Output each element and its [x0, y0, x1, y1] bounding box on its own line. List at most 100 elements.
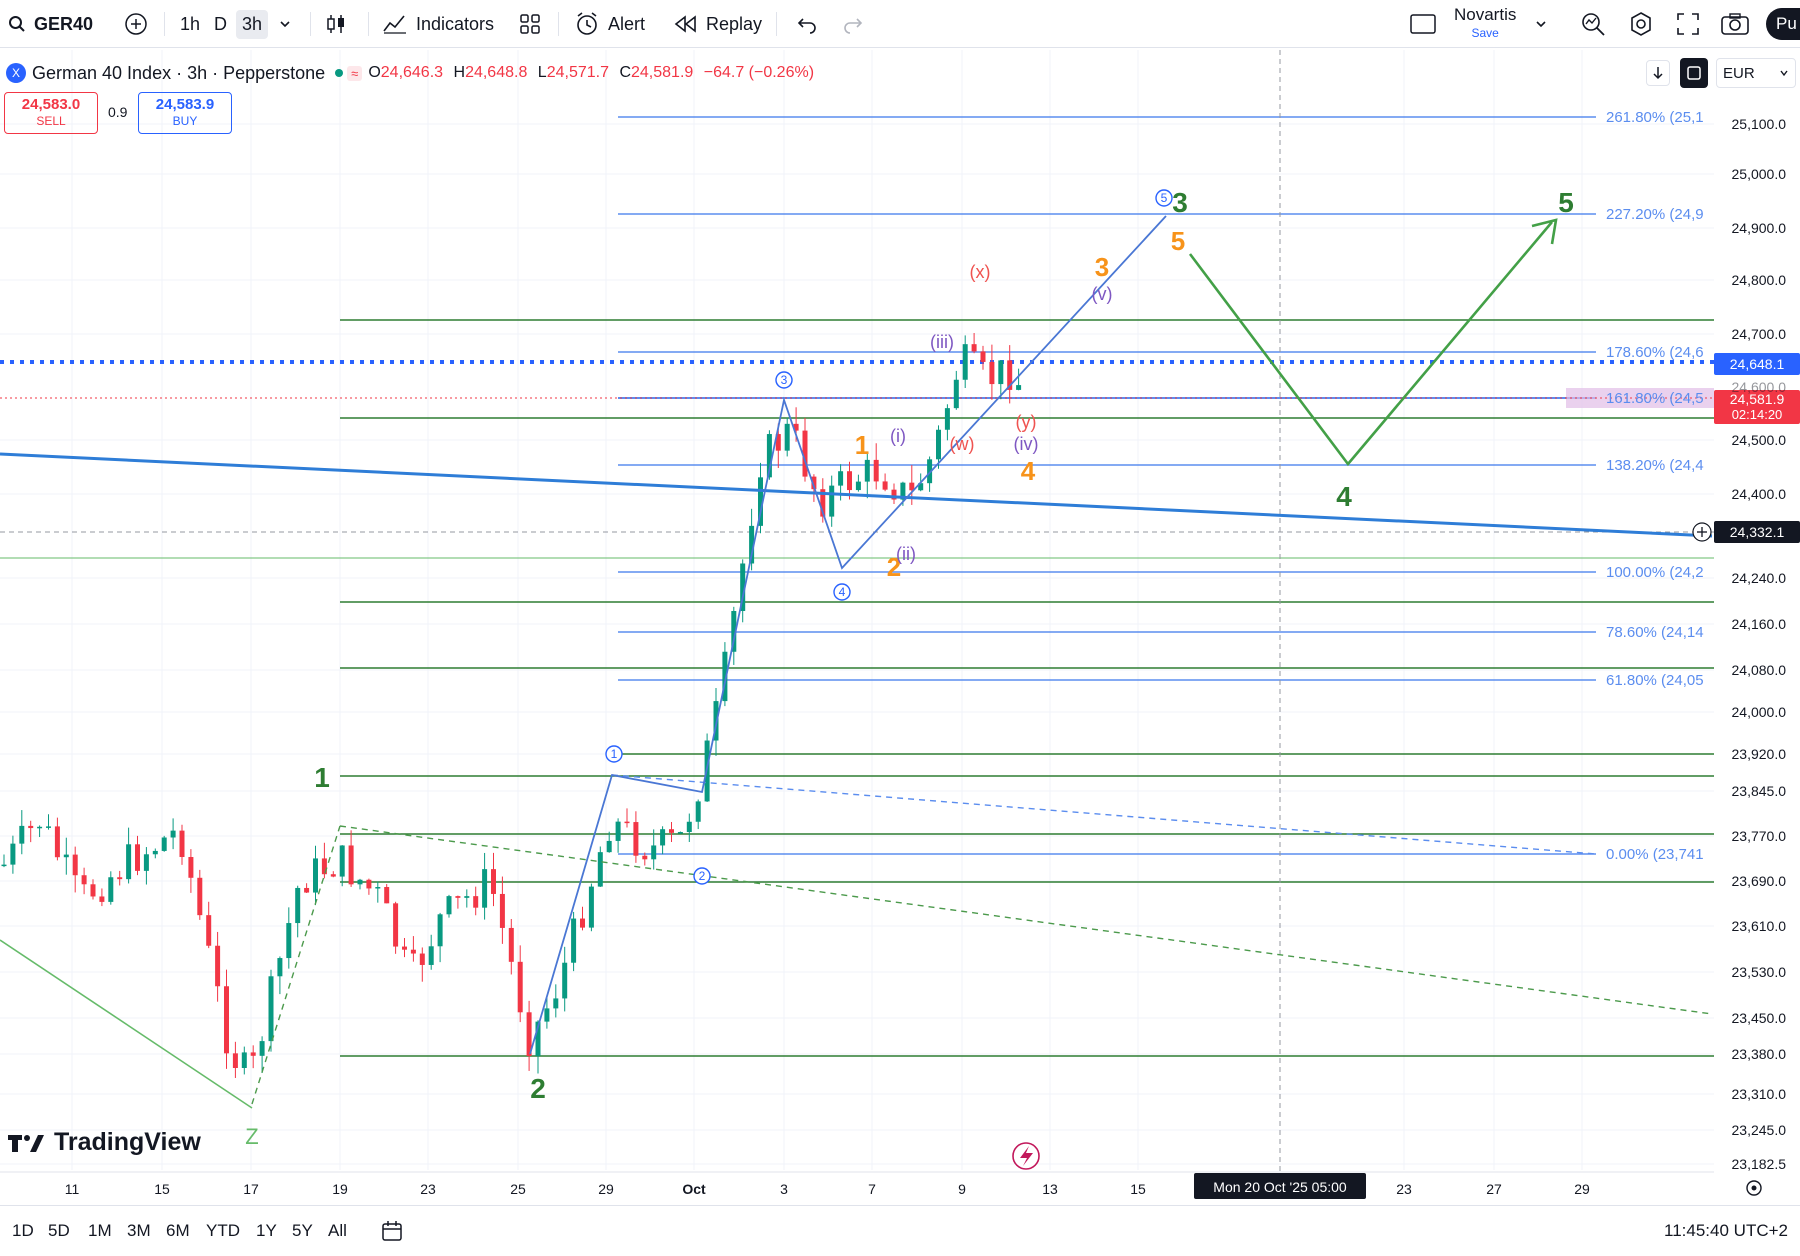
candle-body	[10, 843, 16, 865]
candle-body	[402, 946, 407, 950]
candle-body	[206, 915, 212, 946]
range-ytd[interactable]: YTD	[206, 1221, 240, 1240]
candle-body	[651, 845, 657, 860]
candle-body	[179, 830, 185, 858]
compare-symbol-button[interactable]	[124, 0, 148, 48]
candle-body	[998, 360, 1004, 385]
range-3m[interactable]: 3M	[127, 1221, 151, 1240]
candle-body	[348, 845, 354, 885]
wave-label-circled	[693, 867, 711, 885]
wave-label-orange-3: 3	[1095, 252, 1109, 282]
auto-scale-button[interactable]	[1680, 58, 1708, 88]
price-axis-label: 23,380.0	[1732, 1046, 1787, 1062]
candle-body	[46, 826, 51, 828]
candle-body	[864, 459, 870, 482]
time-axis-label: 25	[510, 1181, 526, 1197]
wave-label-circled	[775, 371, 793, 389]
candle-body	[838, 471, 844, 486]
fib-level-label: 178.60% (24,6	[1606, 344, 1704, 361]
publish-button[interactable]: Pu	[1766, 0, 1800, 48]
range-6m[interactable]: 6M	[166, 1221, 190, 1240]
settings-button[interactable]	[1628, 0, 1654, 48]
timeframe-1h[interactable]: 1h	[180, 13, 201, 34]
plus-circle-icon	[125, 13, 147, 35]
templates-button[interactable]	[518, 0, 542, 48]
price-axis-label: 24,000.0	[1732, 704, 1787, 720]
replay-button[interactable]: Replay	[674, 0, 762, 48]
timeframe-d[interactable]: D	[214, 13, 227, 34]
candle-body	[366, 879, 372, 889]
range-5d[interactable]: 5D	[48, 1221, 70, 1240]
quick-search-button[interactable]	[1580, 0, 1606, 48]
chart-type-button[interactable]	[324, 0, 348, 48]
layout-toggle[interactable]	[1410, 0, 1436, 48]
candle-body	[1, 864, 7, 867]
spread-value: 0.9	[108, 104, 128, 120]
last-price-text: 24,581.9	[1730, 391, 1785, 407]
candle-body	[197, 877, 203, 916]
last-price-tag	[1714, 390, 1800, 424]
wave-label-circled-text: 3	[781, 373, 788, 387]
crosshair-time-text: Mon 20 Oct '25 05:00	[1213, 1179, 1347, 1195]
price-axis-label: 25,100.0	[1732, 116, 1787, 132]
time-axis-label: 29	[598, 1181, 614, 1197]
scroll-to-bottom-button[interactable]	[1646, 60, 1670, 86]
time-axis-label: 23	[420, 1181, 436, 1197]
price-axis-label: 23,182.5	[1732, 1156, 1787, 1172]
timeframe-3h[interactable]: 3h	[236, 0, 269, 48]
candle-body	[909, 482, 915, 491]
candle-body	[126, 844, 132, 880]
tradingview-logo[interactable]: TradingView	[8, 1128, 201, 1157]
time-axis-label: 19	[332, 1181, 348, 1197]
symbol-search-button[interactable]: GER40	[8, 0, 93, 48]
price-axis-label: 23,245.0	[1732, 1122, 1787, 1138]
candle-body	[170, 830, 176, 838]
layout-dropdown[interactable]	[1534, 0, 1548, 48]
candle-body	[677, 832, 683, 834]
buy-button[interactable]: 24,583.9 BUY	[138, 92, 232, 134]
redo-button[interactable]	[842, 0, 864, 48]
currency-select[interactable]: EUR	[1716, 58, 1796, 88]
candlestick-series	[1, 333, 1022, 1078]
range-all[interactable]: All	[328, 1221, 347, 1240]
time-axis-label: 13	[1042, 1181, 1058, 1197]
crosshair-time-tag	[1194, 1173, 1366, 1199]
fullscreen-button[interactable]	[1676, 0, 1700, 48]
candle-body	[695, 801, 701, 822]
wave-label-green-4: 4	[1336, 481, 1352, 512]
candle-body	[241, 1052, 247, 1068]
sell-button[interactable]: 24,583.0 SELL	[4, 92, 98, 134]
candle-body	[437, 914, 443, 947]
fib-level-label: 61.80% (24,05	[1606, 672, 1704, 689]
indicators-button[interactable]: Indicators	[382, 0, 494, 48]
wave-label-green-2: 2	[530, 1073, 546, 1104]
clock-timezone[interactable]: 11:45:40 UTC+2	[1664, 1221, 1788, 1240]
range-1y[interactable]: 1Y	[256, 1221, 277, 1240]
price-axis-label: 23,920.0	[1732, 746, 1787, 762]
snapshot-button[interactable]	[1720, 0, 1750, 48]
undo-icon	[797, 18, 816, 34]
candle-body	[562, 962, 568, 999]
go-to-date-button[interactable]	[380, 1206, 404, 1256]
rewind-icon	[674, 15, 696, 33]
candle-body	[304, 887, 310, 893]
symbol-title[interactable]: German 40 Index · 3h · Pepperstone	[32, 62, 326, 83]
alert-button[interactable]: Alert	[574, 0, 645, 48]
range-5y[interactable]: 5Y	[292, 1221, 313, 1240]
candle-body	[900, 482, 906, 500]
candle-body	[766, 434, 772, 478]
candle-body	[72, 854, 78, 876]
candle-body	[313, 858, 318, 893]
data-delay-icon: ≈	[347, 65, 363, 81]
range-1d[interactable]: 1D	[12, 1221, 34, 1240]
high-price-tag-text: 24,648.1	[1730, 356, 1785, 372]
timeframe-dropdown[interactable]	[278, 0, 292, 48]
candle-body	[90, 884, 96, 897]
market-status[interactable]: ≈	[335, 65, 363, 81]
undo-button[interactable]	[796, 0, 818, 48]
axes: 25,100.0 25,000.0 24,900.0 24,800.0 24,700.0…	[0, 116, 1800, 1199]
layout-name-button[interactable]: Novartis Save	[1454, 5, 1517, 41]
range-1m[interactable]: 1M	[88, 1221, 112, 1240]
high-price-tag	[1714, 353, 1800, 375]
